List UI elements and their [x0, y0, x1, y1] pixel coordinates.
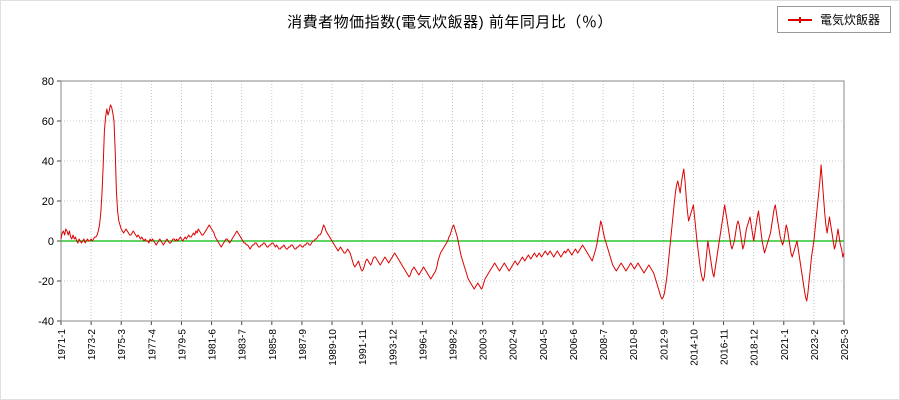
svg-text:0: 0 — [48, 236, 54, 248]
svg-text:1983-7: 1983-7 — [238, 329, 249, 361]
svg-text:2021-1: 2021-1 — [780, 329, 791, 361]
svg-text:-40: -40 — [38, 316, 54, 328]
svg-text:2010-8: 2010-8 — [629, 329, 640, 361]
svg-text:2002-4: 2002-4 — [509, 329, 520, 361]
chart-title: 消費者物価指数(電気炊飯器) 前年同月比（％） — [287, 14, 613, 31]
svg-text:2012-9: 2012-9 — [659, 329, 670, 361]
svg-text:1996-1: 1996-1 — [418, 329, 429, 361]
svg-text:2016-11: 2016-11 — [720, 329, 731, 365]
svg-text:1998-2: 1998-2 — [449, 329, 460, 361]
svg-text:-20: -20 — [38, 276, 54, 288]
svg-text:1973-2: 1973-2 — [87, 329, 98, 361]
svg-text:2025-3: 2025-3 — [840, 329, 851, 361]
svg-text:1977-4: 1977-4 — [147, 329, 158, 361]
legend-marker-tick — [798, 16, 801, 23]
svg-text:2004-5: 2004-5 — [539, 329, 550, 361]
svg-text:2000-3: 2000-3 — [479, 329, 490, 361]
svg-text:2014-10: 2014-10 — [689, 329, 700, 366]
svg-text:40: 40 — [42, 156, 54, 168]
svg-text:1993-12: 1993-12 — [388, 329, 399, 366]
svg-text:1985-8: 1985-8 — [268, 329, 279, 361]
svg-text:1987-9: 1987-9 — [298, 329, 309, 361]
svg-text:80: 80 — [42, 76, 54, 88]
svg-text:1981-6: 1981-6 — [208, 329, 219, 361]
legend-line-icon — [787, 16, 812, 23]
legend-series-label: 電気炊飯器 — [819, 13, 880, 27]
svg-text:60: 60 — [42, 116, 54, 128]
svg-text:1979-5: 1979-5 — [177, 329, 188, 361]
svg-text:1971-1: 1971-1 — [57, 329, 68, 361]
legend: 電気炊飯器 — [776, 6, 891, 33]
svg-text:2006-6: 2006-6 — [569, 329, 580, 361]
svg-text:20: 20 — [42, 196, 54, 208]
svg-text:1989-10: 1989-10 — [328, 329, 339, 366]
svg-text:1975-3: 1975-3 — [117, 329, 128, 361]
svg-text:2008-7: 2008-7 — [599, 329, 610, 361]
svg-text:1991-11: 1991-11 — [358, 329, 369, 365]
svg-text:2018-12: 2018-12 — [750, 329, 761, 366]
svg-text:2023-2: 2023-2 — [810, 329, 821, 361]
